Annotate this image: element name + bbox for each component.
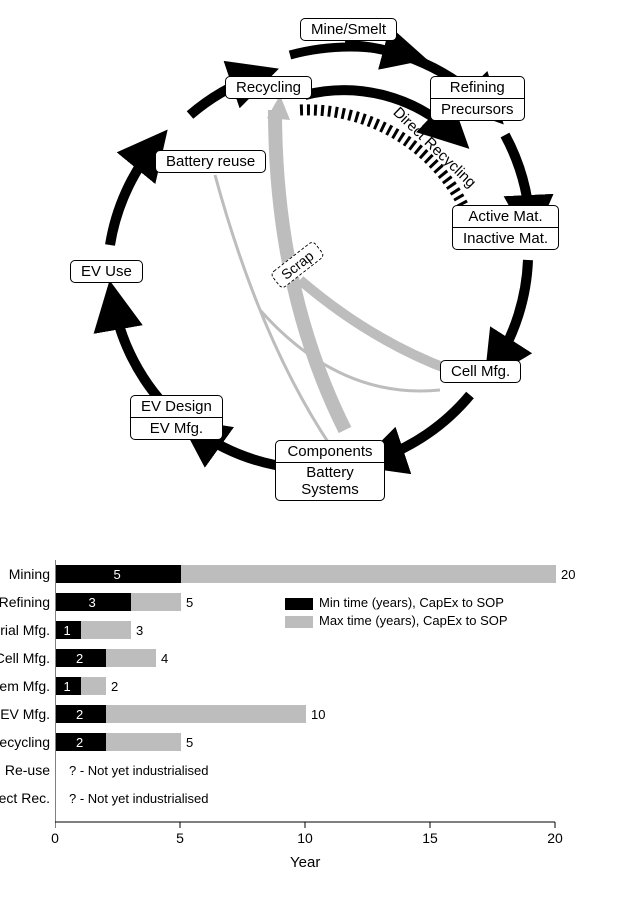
node-battery-systems: Battery Systems — [275, 462, 385, 501]
legend-max: Max time (years), CapEx to SOP — [285, 613, 508, 628]
bar-min-value: 3 — [89, 595, 96, 610]
row-label: Re-use — [0, 762, 50, 778]
row-label: Refining — [0, 594, 50, 610]
xtick-2: 10 — [290, 830, 320, 846]
node-active-mat: Active Mat. — [452, 205, 559, 228]
node-ev-design-stack: EV Design EV Mfg. — [130, 395, 223, 440]
bar-max-value: 5 — [186, 735, 193, 750]
bar-max-value: 2 — [111, 679, 118, 694]
xtick-1: 5 — [165, 830, 195, 846]
bar-max-value: 4 — [161, 651, 168, 666]
node-ev-mfg: EV Mfg. — [130, 417, 223, 440]
row-label: Direct Rec. — [0, 790, 50, 806]
node-components: Components — [275, 440, 385, 463]
legend-min: Min time (years), CapEx to SOP — [285, 595, 508, 610]
node-refining-stack: Refining Precursors — [430, 76, 525, 121]
xtick-4: 20 — [540, 830, 570, 846]
row-label: Material Mfg. — [0, 622, 50, 638]
node-cell-mfg: Cell Mfg. — [440, 360, 521, 383]
node-ev-use: EV Use — [70, 260, 143, 283]
xtick-3: 15 — [415, 830, 445, 846]
bar-min-value: 5 — [114, 567, 121, 582]
bar-min-value: 1 — [64, 679, 71, 694]
legend-min-swatch — [285, 598, 313, 610]
node-battery-reuse: Battery reuse — [155, 150, 266, 173]
node-battery-systems-stack: Components Battery Systems — [275, 440, 385, 501]
bar-max-value: 3 — [136, 623, 143, 638]
node-refining: Refining — [430, 76, 525, 99]
row-label: Recycling — [0, 734, 50, 750]
xtick-0: 0 — [40, 830, 70, 846]
row-note: ? - Not yet industrialised — [69, 763, 208, 778]
legend-min-label: Min time (years), CapEx to SOP — [319, 595, 504, 610]
bar-min-value: 2 — [76, 651, 83, 666]
bar-max-value: 10 — [311, 707, 325, 722]
bar-min-value: 2 — [76, 707, 83, 722]
row-label: Cell Mfg. — [0, 650, 50, 666]
chart-legend: Min time (years), CapEx to SOP Max time … — [285, 595, 508, 628]
node-recycling: Recycling — [225, 76, 312, 99]
node-ev-design: EV Design — [130, 395, 223, 418]
node-materials-stack: Active Mat. Inactive Mat. — [452, 205, 559, 250]
node-mine-smelt: Mine/Smelt — [300, 18, 397, 41]
legend-max-swatch — [285, 616, 313, 628]
bar-min-value: 1 — [64, 623, 71, 638]
lifecycle-diagram: Mine/Smelt Recycling Refining Precursors… — [0, 0, 630, 520]
row-label: Mining — [0, 566, 50, 582]
node-precursors: Precursors — [430, 98, 525, 121]
bar-min-value: 2 — [76, 735, 83, 750]
node-inactive-mat: Inactive Mat. — [452, 227, 559, 250]
legend-max-label: Max time (years), CapEx to SOP — [319, 613, 508, 628]
row-note: ? - Not yet industrialised — [69, 791, 208, 806]
capex-sop-chart: Mining520Refining35Material Mfg.13Cell M… — [55, 560, 585, 890]
bar-max-value: 20 — [561, 567, 575, 582]
bar-max-value: 5 — [186, 595, 193, 610]
row-label: System Mfg. — [0, 678, 50, 694]
xaxis-title: Year — [290, 854, 320, 871]
row-label: EV Mfg. — [0, 706, 50, 722]
